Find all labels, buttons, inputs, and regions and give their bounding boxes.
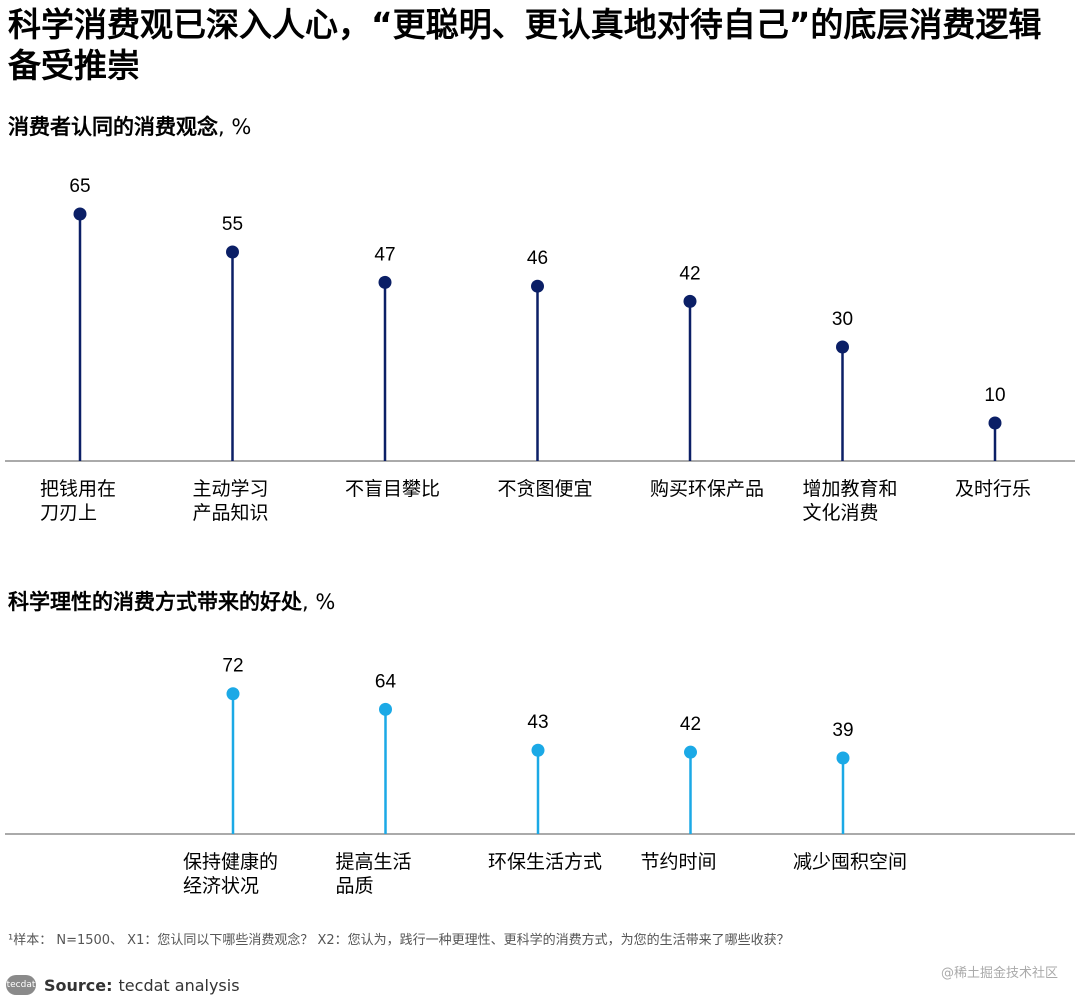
watermark: @稀土掘金技术社区 — [940, 966, 1058, 981]
chart1-value-label: 55 — [222, 214, 243, 235]
chart2-category-label: 保持健康的经济状况 — [183, 851, 278, 897]
chart2-value-label: 64 — [375, 671, 397, 692]
chart1-value-label: 65 — [69, 176, 90, 197]
chart2-benefits: 72 保持健康的经济状况 64 提高生活品质 43 环保生活方式 42 节约时间 39 减少囤积空… — [5, 656, 1075, 897]
chart2-value-label: 39 — [832, 720, 853, 741]
chart1-point — [531, 279, 544, 293]
chart2-point — [531, 743, 545, 757]
chart2-value-label: 42 — [680, 714, 701, 735]
chart1-point — [226, 245, 239, 259]
source-text: tecdat analysis — [118, 975, 240, 995]
source-line: tecdat Source: tecdat analysis — [6, 975, 240, 995]
chart1-point — [988, 416, 1002, 430]
chart2-point — [836, 751, 850, 765]
chart1-category-label: 把钱用在刀刃上 — [40, 478, 116, 524]
chart2-title-text: 科学理性的消费方式带来的好处 — [8, 590, 302, 614]
chart1-point — [378, 275, 392, 289]
chart2-unit: , % — [302, 590, 336, 614]
chart1-category-label: 不贪图便宜 — [498, 478, 593, 500]
chart1-value-label: 47 — [374, 244, 395, 265]
chart1-category-label: 购买环保产品 — [650, 478, 764, 500]
footnote: ¹样本： N=1500、 X1：您认同以下哪些消费观念？ X2：您认为，践行一种… — [8, 933, 790, 948]
chart2-title: 科学理性的消费方式带来的好处, % — [8, 588, 335, 616]
chart1-point — [683, 294, 697, 308]
chart1-value-label: 42 — [679, 263, 700, 284]
page-title: 科学消费观已深入人心，“更聪明、更认真地对待自己”的底层消费逻辑备受推崇 — [8, 5, 1042, 85]
chart2-value-label: 43 — [527, 712, 548, 733]
source-label: Source: — [44, 975, 113, 995]
chart1-value-label: 10 — [984, 385, 1005, 406]
chart1-value-label: 30 — [832, 309, 853, 330]
chart1-unit: , % — [218, 115, 252, 139]
chart2-category-label: 提高生活品质 — [336, 851, 412, 897]
chart1-category-label: 及时行乐 — [955, 478, 1031, 500]
chart2-value-label: 72 — [222, 656, 243, 677]
chart1-category-label: 增加教育和文化消费 — [803, 478, 898, 524]
chart1-value-label: 46 — [527, 248, 548, 269]
chart2-point — [684, 745, 697, 759]
chart2-category-label: 节约时间 — [641, 851, 717, 873]
chart1-title: 消费者认同的消费观念, % — [8, 113, 251, 141]
chart2-category-label: 环保生活方式 — [488, 851, 602, 873]
chart1-point — [73, 207, 87, 221]
chart1-point — [836, 340, 849, 354]
chart2-category-label: 减少囤积空间 — [793, 851, 907, 873]
chart1-category-label: 不盲目攀比 — [345, 478, 440, 500]
tecdat-logo: tecdat — [6, 975, 36, 995]
chart2-point — [379, 702, 392, 716]
chart1-title-text: 消费者认同的消费观念 — [8, 115, 218, 139]
chart2-point — [226, 687, 240, 701]
chart1-consumption-views: 65 把钱用在刀刃上 55 主动学习产品知识 47 不盲目攀比 46 不贪图便宜 42 购买环保产… — [5, 176, 1075, 524]
chart1-category-label: 主动学习产品知识 — [193, 478, 269, 524]
